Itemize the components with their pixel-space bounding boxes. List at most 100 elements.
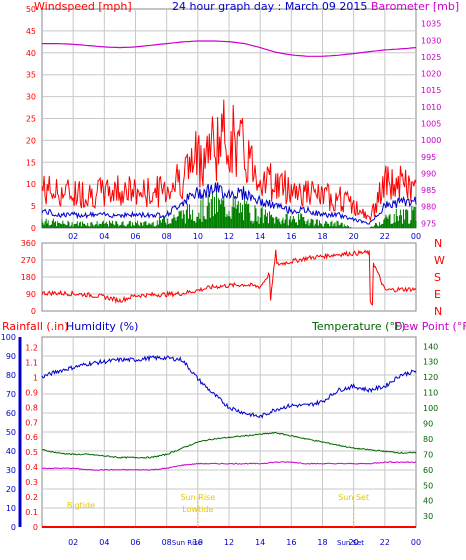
chart-title: 24 hour graph day : March 09 2015	[172, 0, 367, 13]
rainfall-tick-label: 1.1	[25, 358, 38, 367]
wind-tick-label: 30	[26, 93, 36, 102]
sunset-bottom-label: Sun Set	[337, 539, 364, 547]
humidity-tick-label: 80	[6, 371, 16, 380]
rainfall-tick-label: 0.4	[25, 463, 38, 472]
temperature-tick-label: 50	[423, 481, 433, 490]
hour-tick-label: 22	[380, 232, 390, 241]
baro-tick-label: 1030	[421, 36, 441, 45]
humidity-tick-label: 0	[11, 523, 16, 532]
humidity-tick-label: 40	[6, 447, 16, 456]
compass-label: W	[434, 254, 445, 267]
rainfall-tick-label: 0.6	[25, 433, 38, 442]
wind-tick-label: 50	[26, 5, 36, 14]
hour-tick-label: 06	[130, 232, 140, 241]
rainfall-tick-label: 0.2	[25, 493, 38, 502]
hour-tick-label: 08	[162, 538, 172, 547]
wind-direction-series	[41, 249, 417, 306]
direction-tick-label: 270	[21, 256, 36, 265]
temperature-tick-label: 100	[423, 404, 438, 413]
dewpoint-axis-label: Dew Point (°F)	[394, 320, 466, 333]
humidity-tick-label: 70	[6, 390, 16, 399]
barometer-series	[42, 40, 417, 57]
hour-tick-label: 04	[99, 232, 109, 241]
compass-label: N	[434, 305, 442, 318]
baro-tick-label: 1025	[421, 53, 441, 62]
hour-tick-label: 00	[411, 538, 421, 547]
wind-tick-label: 10	[26, 180, 36, 189]
temperature-tick-label: 80	[423, 435, 433, 444]
hour-tick-label: 18	[317, 538, 327, 547]
wind-tick-label: 0	[31, 224, 36, 233]
humidity-axis-label: Humidity (%)	[66, 320, 138, 333]
event-annotation: Lowtide	[182, 505, 213, 514]
wind-tick-label: 40	[26, 49, 36, 58]
event-annotation: Sun Set	[338, 493, 369, 502]
compass-label: N	[434, 237, 442, 250]
rainfall-tick-label: 0.9	[25, 388, 38, 397]
hour-tick-label: 18	[317, 232, 327, 241]
windspeed-axis-label: Windspeed [mph]	[34, 0, 132, 13]
humidity-tick-label: 20	[6, 485, 16, 494]
temperature-tick-label: 60	[423, 466, 433, 475]
hour-tick-label: 12	[224, 232, 234, 241]
hour-tick-label: 02	[68, 538, 78, 547]
hour-tick-label: 04	[99, 538, 109, 547]
humidity-tick-label: 90	[6, 352, 16, 361]
hour-tick-label: 12	[224, 538, 234, 547]
baro-tick-label: 1005	[421, 119, 441, 128]
baro-tick-label: 1010	[421, 103, 441, 112]
rainfall-tick-label: 1.2	[25, 343, 38, 352]
baro-tick-label: 990	[421, 169, 436, 178]
wind-low-series	[41, 192, 417, 228]
direction-tick-label: 90	[26, 290, 36, 299]
hour-tick-label: 10	[193, 538, 203, 547]
compass-label: E	[434, 288, 441, 301]
hour-tick-label: 20	[349, 232, 359, 241]
temperature-tick-label: 30	[423, 512, 433, 521]
humidity-tick-label: 10	[6, 504, 16, 513]
event-annotation: Bigtide	[67, 501, 95, 510]
wind-tick-label: 45	[26, 27, 36, 36]
baro-tick-label: 1015	[421, 86, 441, 95]
compass-label: S	[434, 271, 441, 284]
wind-max-series	[41, 99, 417, 222]
wind-tick-label: 25	[26, 115, 36, 124]
rainfall-axis-label: Rainfall (.in)	[2, 320, 69, 333]
wind-tick-label: 5	[31, 202, 36, 211]
temperature-tick-label: 90	[423, 420, 433, 429]
humidity-series	[41, 355, 417, 419]
temperature-series	[41, 431, 417, 459]
baro-tick-label: 985	[421, 186, 436, 195]
direction-tick-label: 0	[31, 307, 36, 316]
temperature-tick-label: 70	[423, 450, 433, 459]
rainfall-tick-label: 0.5	[25, 448, 38, 457]
humidity-tick-label: 30	[6, 466, 16, 475]
hour-tick-label: 16	[286, 232, 296, 241]
baro-tick-label: 995	[421, 153, 436, 162]
baro-tick-label: 1035	[421, 20, 441, 29]
wind-tick-label: 35	[26, 71, 36, 80]
direction-tick-label: 360	[21, 239, 36, 248]
event-annotation: Sun Rise	[181, 493, 216, 502]
temperature-tick-label: 140	[423, 342, 438, 351]
hour-tick-label: 00	[411, 232, 421, 241]
hour-tick-label: 02	[68, 232, 78, 241]
sunrise-bottom-label: Sun Rise	[172, 539, 202, 547]
rainfall-tick-label: 0.7	[25, 418, 38, 427]
temperature-tick-label: 120	[423, 373, 438, 382]
baro-tick-label: 975	[421, 219, 436, 228]
wind-tick-label: 15	[26, 158, 36, 167]
temperature-tick-label: 40	[423, 497, 433, 506]
rainfall-tick-label: 1	[33, 373, 38, 382]
baro-tick-label: 1020	[421, 70, 441, 79]
wind-avg-series	[41, 182, 417, 225]
wind-tick-label: 20	[26, 136, 36, 145]
hour-tick-label: 16	[286, 538, 296, 547]
hour-tick-label: 06	[130, 538, 140, 547]
hour-tick-label: 20	[349, 538, 359, 547]
humidity-tick-label: 50	[6, 428, 16, 437]
temperature-axis-label: Temperature (°F)	[311, 320, 406, 333]
rainfall-tick-label: 0	[33, 523, 38, 532]
temperature-tick-label: 110	[423, 389, 438, 398]
